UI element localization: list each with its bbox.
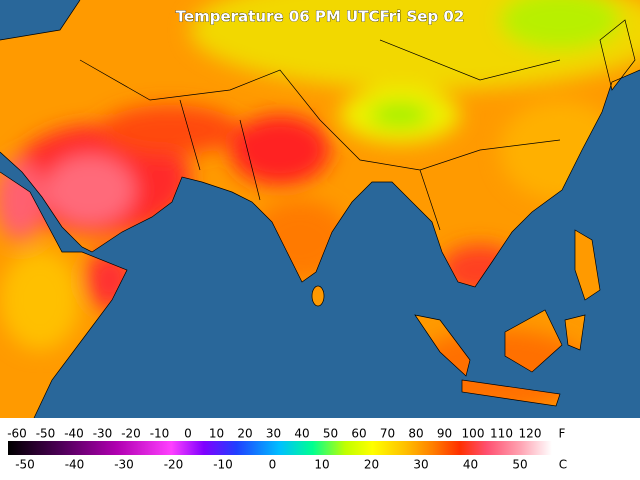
celsius-label: -50 [15, 458, 35, 472]
borders [0, 0, 640, 419]
celsius-label: -10 [213, 458, 233, 472]
celsius-label: 30 [413, 458, 428, 472]
map-title: Temperature 06 PM UTCFri Sep 02 [176, 8, 465, 26]
color-scale [8, 441, 552, 455]
fahrenheit-label: 120 [519, 427, 542, 441]
fahrenheit-label: 60 [351, 427, 366, 441]
fahrenheit-label: -40 [64, 427, 84, 441]
celsius-label: 40 [463, 458, 478, 472]
fahrenheit-label: 50 [323, 427, 338, 441]
fahrenheit-label: -60 [7, 427, 27, 441]
fahrenheit-label: 90 [437, 427, 452, 441]
fahrenheit-label: -20 [121, 427, 141, 441]
fahrenheit-label: 80 [408, 427, 423, 441]
celsius-label: 20 [364, 458, 379, 472]
fahrenheit-label: 100 [462, 427, 485, 441]
fahrenheit-label: 20 [237, 427, 252, 441]
celsius-label: 10 [314, 458, 329, 472]
celsius-label: -20 [164, 458, 184, 472]
celsius-label: -40 [65, 458, 85, 472]
fahrenheit-label: 70 [380, 427, 395, 441]
legend: -60 -50 -40 -30 -20 -10 0 10 20 30 40 50 60 70 80 90 100… [7, 427, 567, 472]
fahrenheit-label: 40 [294, 427, 309, 441]
fahrenheit-label: 110 [490, 427, 513, 441]
fahrenheit-label: 10 [209, 427, 224, 441]
fahrenheit-unit: F [559, 427, 566, 441]
celsius-label: 50 [512, 458, 527, 472]
celsius-label: -30 [114, 458, 134, 472]
celsius-label: 0 [269, 458, 277, 472]
fahrenheit-label: -50 [36, 427, 56, 441]
fahrenheit-label: -10 [150, 427, 170, 441]
fahrenheit-label: -30 [93, 427, 113, 441]
fahrenheit-label: 30 [266, 427, 281, 441]
celsius-unit: C [559, 458, 567, 472]
fahrenheit-label: 0 [184, 427, 192, 441]
